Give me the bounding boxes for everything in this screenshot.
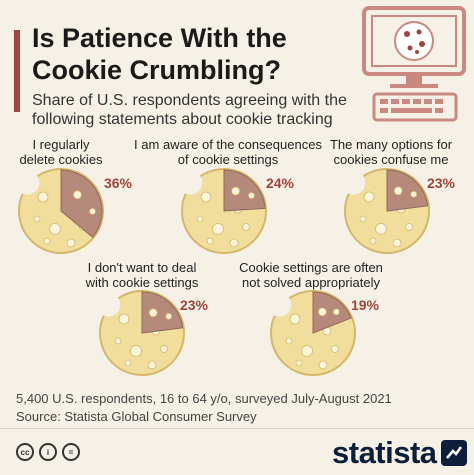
pie-slice-5 [312,291,352,334]
creative-commons-icon: cc [16,443,34,461]
page-subtitle: Share of U.S. respondents agreeing with … [32,92,347,128]
cookie-chip [165,312,173,320]
cookie-chip [405,223,413,231]
cookie-chip [359,215,367,223]
category-label-1-line-1: I regularly [32,137,90,152]
cookie-chip [369,237,377,245]
cookie-bite [267,292,292,317]
category-label-2-line-2: of cookie settings [178,152,279,167]
accent-bar [14,30,20,112]
category-label-4-line-1: I don't want to deal [88,260,197,275]
cookie-chip [118,313,130,325]
cookie-chip [248,192,255,199]
brand-wordmark: statista [332,435,437,470]
cookie-chip [229,238,239,248]
no-derivatives-icon: = [62,443,80,461]
page-title: Is Patience With the Cookie Crumbling? [32,23,287,85]
category-label-4-line-2: with cookie settings [85,275,199,290]
value-label-3: 23% [427,175,456,191]
cookie-chip [66,238,76,248]
attribution-icon: i [39,443,57,461]
cookie-icon [394,21,434,61]
category-label-5-line-2: not solved appropriately [242,275,381,290]
cookie-chip [285,337,293,345]
cookie-chip [331,345,339,353]
license-icons[interactable]: cc i = [16,443,80,461]
cookie-bite [96,292,121,317]
cookie-chip [317,307,327,317]
value-label-4: 23% [180,297,209,313]
computer-icon [362,6,466,122]
cookie-chip [160,345,168,353]
value-label-5: 19% [351,297,380,313]
footnote-source: Source: Statista Global Consumer Survey [16,409,257,424]
cookie-chip [242,223,250,231]
cookie-chip [206,237,214,245]
cookie-chip [410,190,418,198]
cookie-chip [212,223,224,235]
cookie-chip [124,359,132,367]
cookie-chip [231,186,241,196]
value-label-1: 36% [104,175,133,191]
cookie-chip [295,359,303,367]
cookie-chip [43,237,51,245]
cookie-chip [301,345,313,357]
cookie-chip [37,191,49,203]
cookie-chip [289,313,301,325]
keyboard-icon [372,92,458,122]
category-label-2-line-1: I am aware of the consequences [134,137,322,152]
cookie-chip [147,360,157,370]
cookie-chip [130,345,142,357]
cookie-chip [392,238,402,248]
cookie-chip [89,207,96,215]
category-label-3-line-1: The many options for [330,137,453,152]
pie-slice-4 [141,291,184,334]
statista-logo[interactable]: statista [332,435,467,471]
cookie-bite [341,170,366,195]
cookie-chip [114,337,122,345]
cookie-chip [148,308,158,318]
cookie-chip [375,223,387,235]
cookie-bite [178,170,203,195]
cookie-chip [332,308,340,316]
cookie-chip [33,215,41,223]
footer: cc i = statista [0,428,474,475]
cookie-chip [318,360,328,370]
category-label-1-line-2: delete cookies [19,152,103,167]
cookie-chip [196,215,204,223]
pie-slice-3 [386,169,429,212]
pie-slice-2 [223,169,266,212]
statista-logo-icon [440,440,467,466]
value-label-2: 24% [266,175,295,191]
footnote-sample: 5,400 U.S. respondents, 16 to 64 y/o, su… [16,391,392,406]
cookie-bite [15,170,40,195]
category-label-3-line-2: cookies confuse me [334,152,449,167]
cookie-chip [200,191,212,203]
cookie-chip [363,191,375,203]
cookie-chip [49,223,61,235]
cookie-chip [393,186,403,196]
category-label-5-line-1: Cookie settings are often [239,260,383,275]
pie-slice-1 [60,169,103,238]
cookie-chip [73,190,82,200]
footnote: 5,400 U.S. respondents, 16 to 64 y/o, su… [16,390,392,426]
